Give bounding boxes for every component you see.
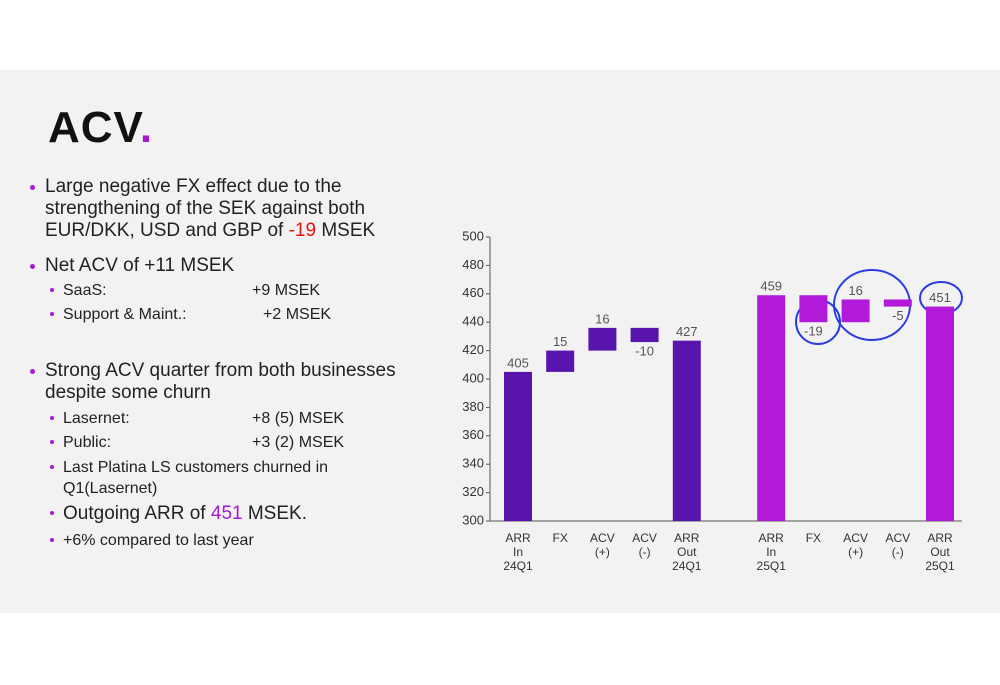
value-label: 405: [507, 355, 529, 370]
x-tick-label: ACV (+): [843, 531, 868, 559]
x-tick-label: ACV (+): [590, 531, 615, 559]
x-tick-label: FX: [553, 531, 568, 545]
y-tick-label: 400: [462, 370, 484, 385]
bar: [672, 340, 701, 521]
bullet-text: Public:: [63, 434, 112, 451]
bar: [883, 299, 912, 307]
value-label: 16: [595, 311, 609, 326]
bullet-text: Large negative FX effect due to the stre…: [45, 176, 366, 241]
y-tick-label: 480: [462, 257, 484, 272]
value-label: -19: [804, 324, 823, 339]
x-tick-label: ACV (-): [885, 531, 910, 559]
bullet-value: +2 MSEK: [263, 306, 332, 323]
bullet-text: Lasernet:: [63, 410, 130, 427]
y-tick-label: 360: [462, 427, 484, 442]
title-accent: .: [139, 103, 154, 152]
bullet-text: Strong ACV quarter from both businesses …: [45, 360, 396, 403]
bullet-value: +8 (5) MSEK: [252, 410, 345, 427]
y-tick-label: 440: [462, 314, 484, 329]
bar: [588, 327, 617, 351]
value-label: 451: [929, 290, 951, 305]
bar: [504, 371, 532, 521]
bullet-text: Last Platina LS customers churned in Q1(…: [63, 459, 329, 497]
bullet: Lasernet: +8 (5) MSEK: [50, 408, 393, 429]
bullet-value: +9 MSEK: [252, 282, 321, 299]
x-tick-label: ARR In 24Q1: [503, 531, 533, 573]
y-tick-label: 380: [462, 399, 484, 414]
value-label: -10: [635, 344, 654, 359]
value-label: 15: [553, 334, 567, 349]
bullet: SaaS: +9 MSEK: [50, 280, 393, 301]
bar: [841, 299, 870, 323]
bullet: Public: +3 (2) MSEK: [50, 432, 393, 453]
y-tick-label: 300: [462, 512, 484, 527]
bullet-text: 451: [210, 503, 243, 524]
y-tick-label: 320: [462, 484, 484, 499]
bar: [757, 295, 786, 521]
x-tick-label: ARR Out 24Q1: [672, 531, 702, 573]
bullet-text: Net ACV of +11 MSEK: [45, 255, 235, 276]
bullet-text: MSEK: [316, 220, 376, 241]
title: ACV.: [48, 103, 153, 153]
y-tick-label: 500: [462, 228, 484, 243]
bullet-text: SaaS:: [63, 282, 107, 299]
value-label: 427: [676, 324, 698, 339]
bullet-text: +6% compared to last year: [63, 532, 254, 549]
y-tick-label: 460: [462, 285, 484, 300]
x-tick-label: ARR In 25Q1: [757, 531, 787, 573]
y-tick-label: 420: [462, 342, 484, 357]
bullet: Outgoing ARR of 451 MSEK.: [50, 503, 393, 524]
bullet: Support & Maint.: +2 MSEK: [50, 304, 393, 325]
bullet: Last Platina LS customers churned in Q1(…: [50, 457, 393, 499]
slide: [0, 70, 1000, 613]
bullet-text: MSEK.: [242, 503, 307, 524]
bar: [546, 350, 575, 372]
value-label: 16: [848, 283, 862, 298]
bullet: +6% compared to last year: [50, 530, 393, 551]
value-label: -5: [892, 308, 904, 323]
bullet-text: -19: [288, 220, 317, 241]
title-text: ACV: [48, 103, 140, 152]
bar: [630, 327, 659, 343]
bullet: Strong ACV quarter from both businesses …: [30, 360, 445, 404]
bullet-text: Outgoing ARR of: [63, 503, 211, 524]
x-tick-label: FX: [806, 531, 821, 545]
bullet: Net ACV of +11 MSEK: [30, 255, 445, 277]
x-tick-label: ACV (-): [632, 531, 657, 559]
x-tick-label: ARR Out 25Q1: [925, 531, 955, 573]
bullet-value: +3 (2) MSEK: [252, 434, 345, 451]
y-tick-label: 340: [462, 456, 484, 471]
value-label: 459: [760, 279, 782, 294]
bullet-text: Support & Maint.:: [63, 306, 187, 323]
bar: [926, 306, 954, 521]
bullet: Large negative FX effect due to the stre…: [30, 176, 445, 242]
bar: [799, 295, 828, 323]
